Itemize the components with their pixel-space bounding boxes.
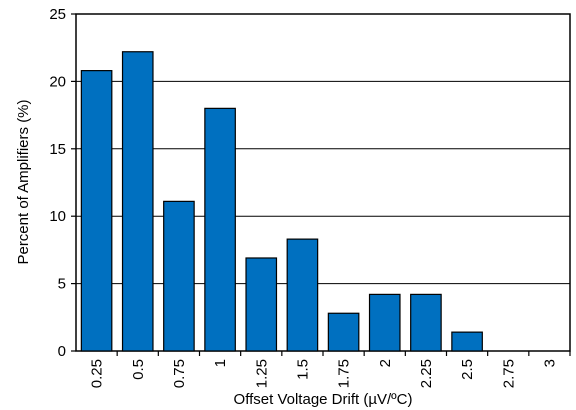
plot-area xyxy=(75,13,571,352)
bar-0.75 xyxy=(163,200,195,352)
y-axis-title: Percent of Amplifiers (%) xyxy=(15,99,32,264)
y-tick-labels: 0 5 10 15 20 25 xyxy=(49,6,76,360)
x-tick-label: 0.5 xyxy=(130,359,147,380)
bar-2.5 xyxy=(451,331,483,352)
x-tick-labels: 0.25 0.5 0.75 1 1.25 1.5 1.75 2 2.25 2.5 2.75 3 xyxy=(89,351,571,388)
x-tick-label: 3 xyxy=(541,359,558,367)
x-tick-label: 2.5 xyxy=(459,359,476,380)
bar-1.5 xyxy=(286,238,319,352)
y-tick-label: 5 xyxy=(58,276,66,293)
y-tick-label: 20 xyxy=(49,73,66,90)
x-tick-label: 2.75 xyxy=(500,359,517,388)
bar-2 xyxy=(368,293,401,352)
x-tick-label: 0.75 xyxy=(171,359,188,388)
bar-0.25 xyxy=(80,70,113,352)
bars xyxy=(80,51,483,352)
bar-0.5 xyxy=(121,51,154,352)
gridlines xyxy=(76,80,570,285)
x-tick-label: 2 xyxy=(377,359,394,367)
bar-1.25 xyxy=(245,257,278,352)
bar-1 xyxy=(204,107,236,352)
y-tick-label: 25 xyxy=(49,6,66,23)
x-tick-label: 1.75 xyxy=(336,359,353,388)
x-tick-label: 0.25 xyxy=(89,359,106,388)
y-tick-label: 0 xyxy=(58,343,66,360)
x-axis-title: Offset Voltage Drift (µV/ºC) xyxy=(234,391,413,408)
x-tick-label: 1.25 xyxy=(253,359,270,388)
x-tick-label: 1 xyxy=(212,359,229,367)
y-tick-label: 15 xyxy=(49,141,66,158)
bar-1.75 xyxy=(327,312,360,352)
x-tick-label: 1.5 xyxy=(294,359,311,380)
y-tick-label: 10 xyxy=(49,208,66,225)
x-tick-label: 2.25 xyxy=(418,359,435,388)
bar-2.25 xyxy=(410,293,442,352)
